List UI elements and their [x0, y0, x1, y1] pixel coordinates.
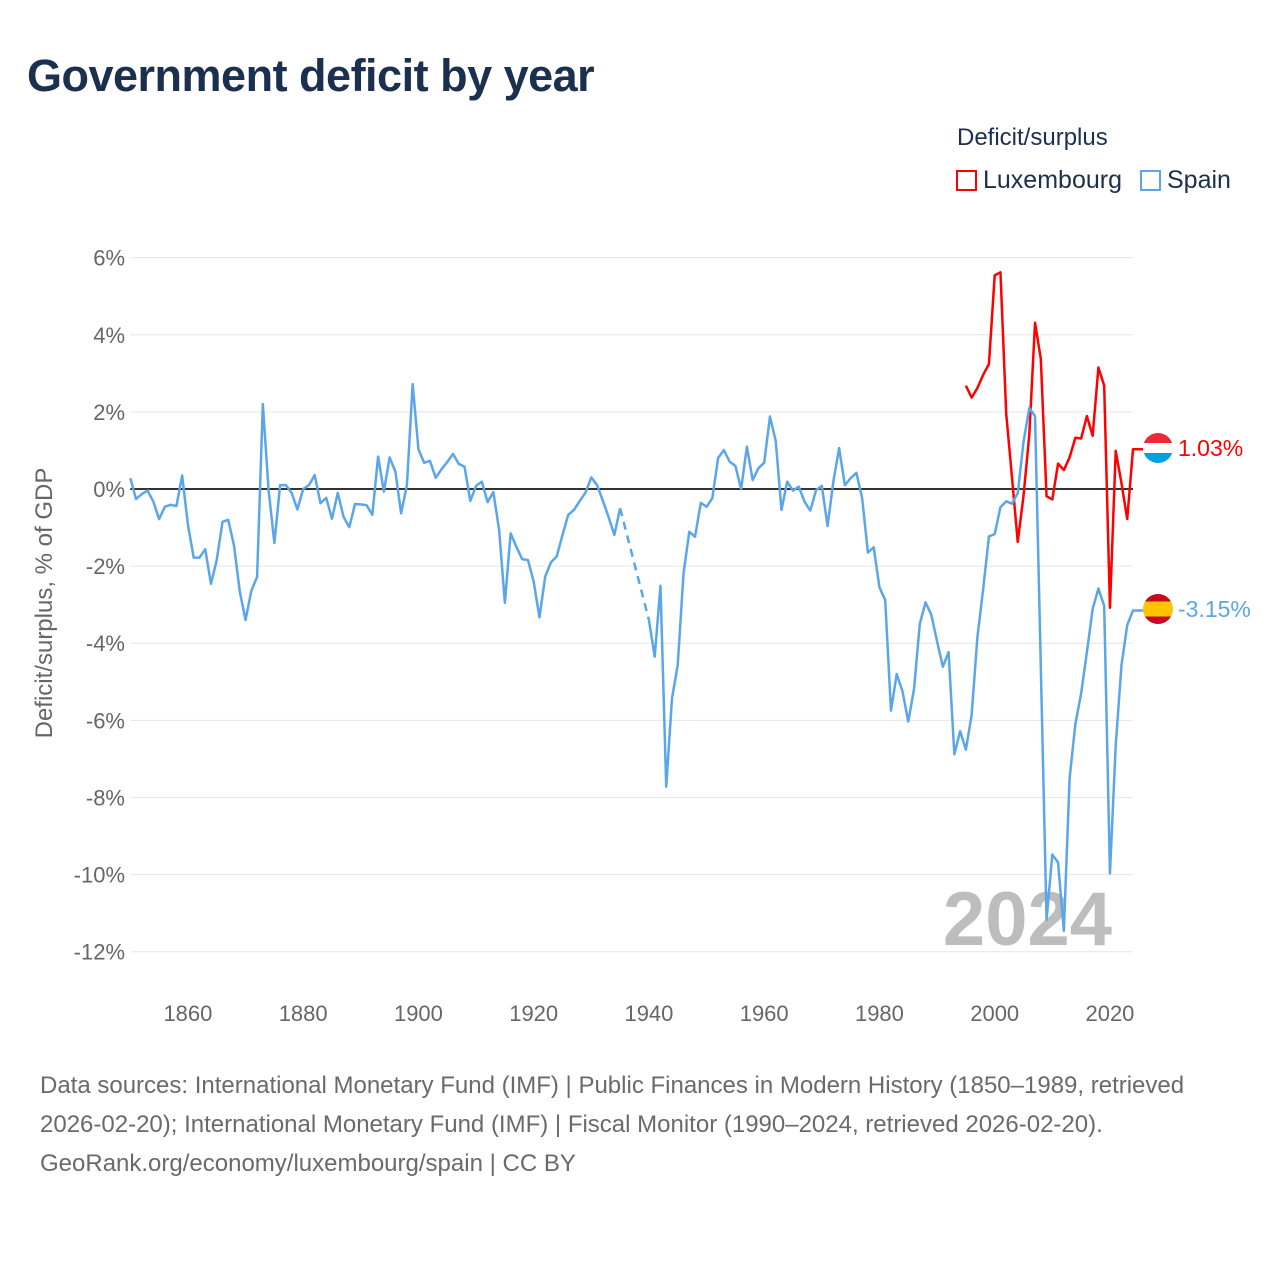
flag-stripe [1143, 443, 1173, 453]
luxembourg-flag-icon [1143, 433, 1173, 463]
x-tick-labels: 1860 1880 1900 1920 1940 1960 1980 2000 2020 [163, 1001, 1134, 1026]
legend-item-luxembourg[interactable]: Luxembourg [956, 166, 1122, 195]
gridlines [130, 257, 1133, 953]
x-tick-label: 2020 [1085, 1001, 1134, 1026]
x-tick-label: 1860 [163, 1001, 212, 1026]
series-lines [129, 271, 1145, 933]
legend: Luxembourg Spain [956, 166, 1231, 195]
flag-stripe [1143, 601, 1173, 617]
flag-stripe [1143, 433, 1173, 443]
flag-stripe [1143, 453, 1173, 463]
legend-label-spain: Spain [1166, 166, 1231, 194]
flag-stripe [1143, 616, 1173, 624]
data-sources: Data sources: International Monetary Fun… [40, 1072, 1185, 1138]
y-tick-label: -10% [74, 863, 125, 888]
legend-item-spain[interactable]: Spain [1139, 166, 1231, 195]
luxembourg-end-label: 1.03% [1178, 435, 1243, 461]
y-tick-label: -4% [86, 631, 125, 656]
y-tick-label: -6% [86, 708, 125, 733]
x-tick-label: 1880 [279, 1001, 328, 1026]
y-tick-label: 6% [93, 246, 125, 271]
y-tick-label: -8% [86, 785, 125, 810]
y-tick-label: -2% [86, 554, 125, 579]
x-tick-label: 1900 [394, 1001, 443, 1026]
luxembourg-line [964, 271, 1145, 610]
y-tick-label: 4% [93, 323, 125, 348]
footer: Data sources: International Monetary Fun… [40, 1066, 1240, 1183]
y-tick-label: -12% [74, 940, 125, 965]
x-tick-label: 1980 [855, 1001, 904, 1026]
y-tick-labels: 6% 4% 2% 0% -2% -4% -6% -8% -10% -12% [74, 246, 125, 965]
x-tick-label: 1940 [624, 1001, 673, 1026]
spain-flag-icon [1143, 594, 1173, 624]
year-watermark: 2024 [943, 877, 1112, 962]
chart-title: Government deficit by year [27, 50, 595, 101]
x-tick-label: 1960 [740, 1001, 789, 1026]
flag-stripe [1143, 594, 1173, 602]
legend-title: Deficit/surplus [957, 124, 1108, 151]
legend-label-luxembourg: Luxembourg [983, 166, 1122, 194]
x-tick-label: 1920 [509, 1001, 558, 1026]
x-tick-label: 2000 [970, 1001, 1019, 1026]
spain-line [129, 382, 1145, 933]
spain-gap-line [618, 507, 651, 621]
credit-link[interactable]: GeoRank.org/economy/luxembourg/spain | C… [40, 1150, 576, 1177]
y-tick-label: 0% [93, 477, 125, 502]
spain-swatch [1139, 170, 1161, 191]
spain-end-label: -3.15% [1178, 596, 1251, 622]
y-axis-title: Deficit/surplus, % of GDP [31, 468, 58, 739]
end-labels: 1.03% -3.15% [1143, 433, 1251, 624]
luxembourg-swatch [956, 170, 977, 191]
y-tick-label: 2% [93, 400, 125, 425]
